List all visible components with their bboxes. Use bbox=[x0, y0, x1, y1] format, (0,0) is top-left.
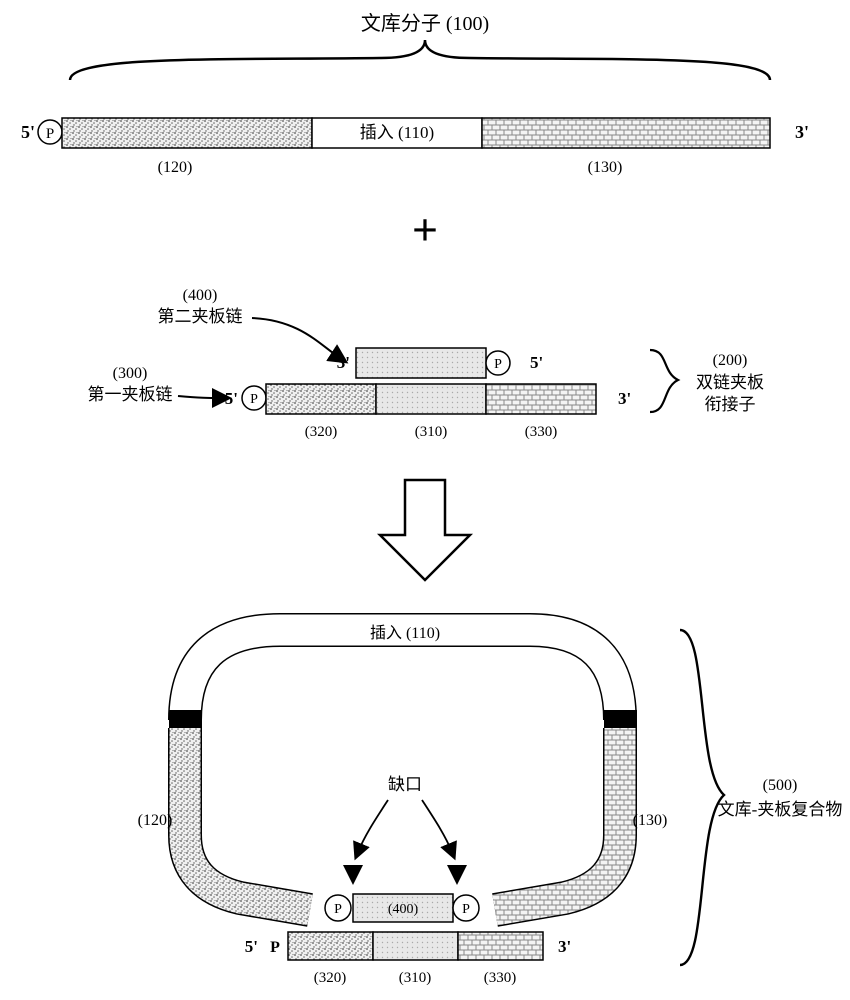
complex-segment-310 bbox=[373, 932, 458, 960]
sp-top-p: P bbox=[494, 357, 502, 372]
complex-bot-p: P bbox=[270, 939, 280, 956]
nick-triangle-right bbox=[447, 865, 467, 885]
sp-side-txt2: 衔接子 bbox=[705, 395, 756, 414]
second-chain-num: (400) bbox=[183, 287, 218, 304]
segment-120 bbox=[62, 118, 312, 148]
library-molecule-bar: 5' P 插入 (110) 3' (120) (130) bbox=[21, 118, 809, 176]
sp-top-3prime: 3' bbox=[337, 353, 350, 372]
complex-label-400: (400) bbox=[388, 902, 419, 917]
complex-bot-5p: 5' bbox=[245, 937, 258, 956]
first-chain-text: 第一夹板链 bbox=[88, 385, 173, 404]
segment-130 bbox=[482, 118, 770, 148]
label-130: (130) bbox=[588, 159, 623, 176]
plus-sign: + bbox=[412, 204, 438, 255]
top-brace bbox=[70, 40, 770, 80]
sp-label-330: (330) bbox=[525, 424, 558, 440]
library-splint-complex: 插入 (110) (120) (130) 缺口 P (400) P 5' P 3… bbox=[138, 624, 843, 986]
three-prime-label: 3' bbox=[795, 122, 809, 142]
five-prime-label: 5' bbox=[21, 122, 35, 142]
complex-side-num: (500) bbox=[763, 777, 798, 794]
sp-bot-5prime: 5' bbox=[225, 389, 238, 408]
first-chain-num: (300) bbox=[113, 365, 148, 382]
complex-p-right: P bbox=[462, 902, 470, 917]
sp-label-320: (320) bbox=[305, 424, 338, 440]
complex-p-left: P bbox=[334, 902, 342, 917]
complex-bot-3p: 3' bbox=[558, 937, 571, 956]
nick-triangle-left bbox=[343, 865, 363, 885]
gap-label: 缺口 bbox=[388, 775, 422, 794]
sp-segment-330 bbox=[486, 384, 596, 414]
complex-label-330: (330) bbox=[484, 970, 517, 986]
complex-insert-label: 插入 (110) bbox=[370, 624, 440, 642]
complex-side-txt: 文库-夹板复合物 bbox=[718, 800, 843, 819]
complex-label-320: (320) bbox=[314, 970, 347, 986]
complex-insert-arc bbox=[185, 630, 620, 720]
label-120: (120) bbox=[158, 159, 193, 176]
splint-right-brace bbox=[650, 350, 678, 412]
sp-side-txt1: 双链夹板 bbox=[696, 373, 764, 392]
first-chain-arrow bbox=[178, 396, 222, 398]
phosphate-label-top: P bbox=[46, 126, 54, 142]
sp-side-num: (200) bbox=[713, 352, 748, 369]
sp-segment-400 bbox=[356, 348, 486, 378]
complex-segment-330 bbox=[458, 932, 543, 960]
sp-top-5prime: 5' bbox=[530, 353, 543, 372]
complex-label-130: (130) bbox=[633, 812, 668, 829]
sp-segment-320 bbox=[266, 384, 376, 414]
sp-segment-310 bbox=[376, 384, 486, 414]
complex-label-120: (120) bbox=[138, 812, 173, 829]
complex-segment-320 bbox=[288, 932, 373, 960]
gap-arrow-left bbox=[358, 800, 388, 852]
complex-right-brace bbox=[680, 630, 724, 965]
splint-adapter: (400) 第二夹板链 (300) 第一夹板链 3' P 5' 5' P 3' … bbox=[88, 287, 765, 440]
second-chain-text: 第二夹板链 bbox=[158, 307, 243, 326]
sp-bot-p: P bbox=[250, 392, 258, 407]
second-chain-arrow bbox=[252, 318, 340, 358]
sp-bot-3prime: 3' bbox=[618, 389, 631, 408]
library-molecule-title: 文库分子 (100) bbox=[361, 12, 489, 35]
sp-label-310: (310) bbox=[415, 424, 448, 440]
down-arrow bbox=[380, 480, 470, 580]
insert-label-top: 插入 (110) bbox=[360, 123, 434, 142]
complex-label-310: (310) bbox=[399, 970, 432, 986]
gap-arrow-right bbox=[422, 800, 452, 852]
